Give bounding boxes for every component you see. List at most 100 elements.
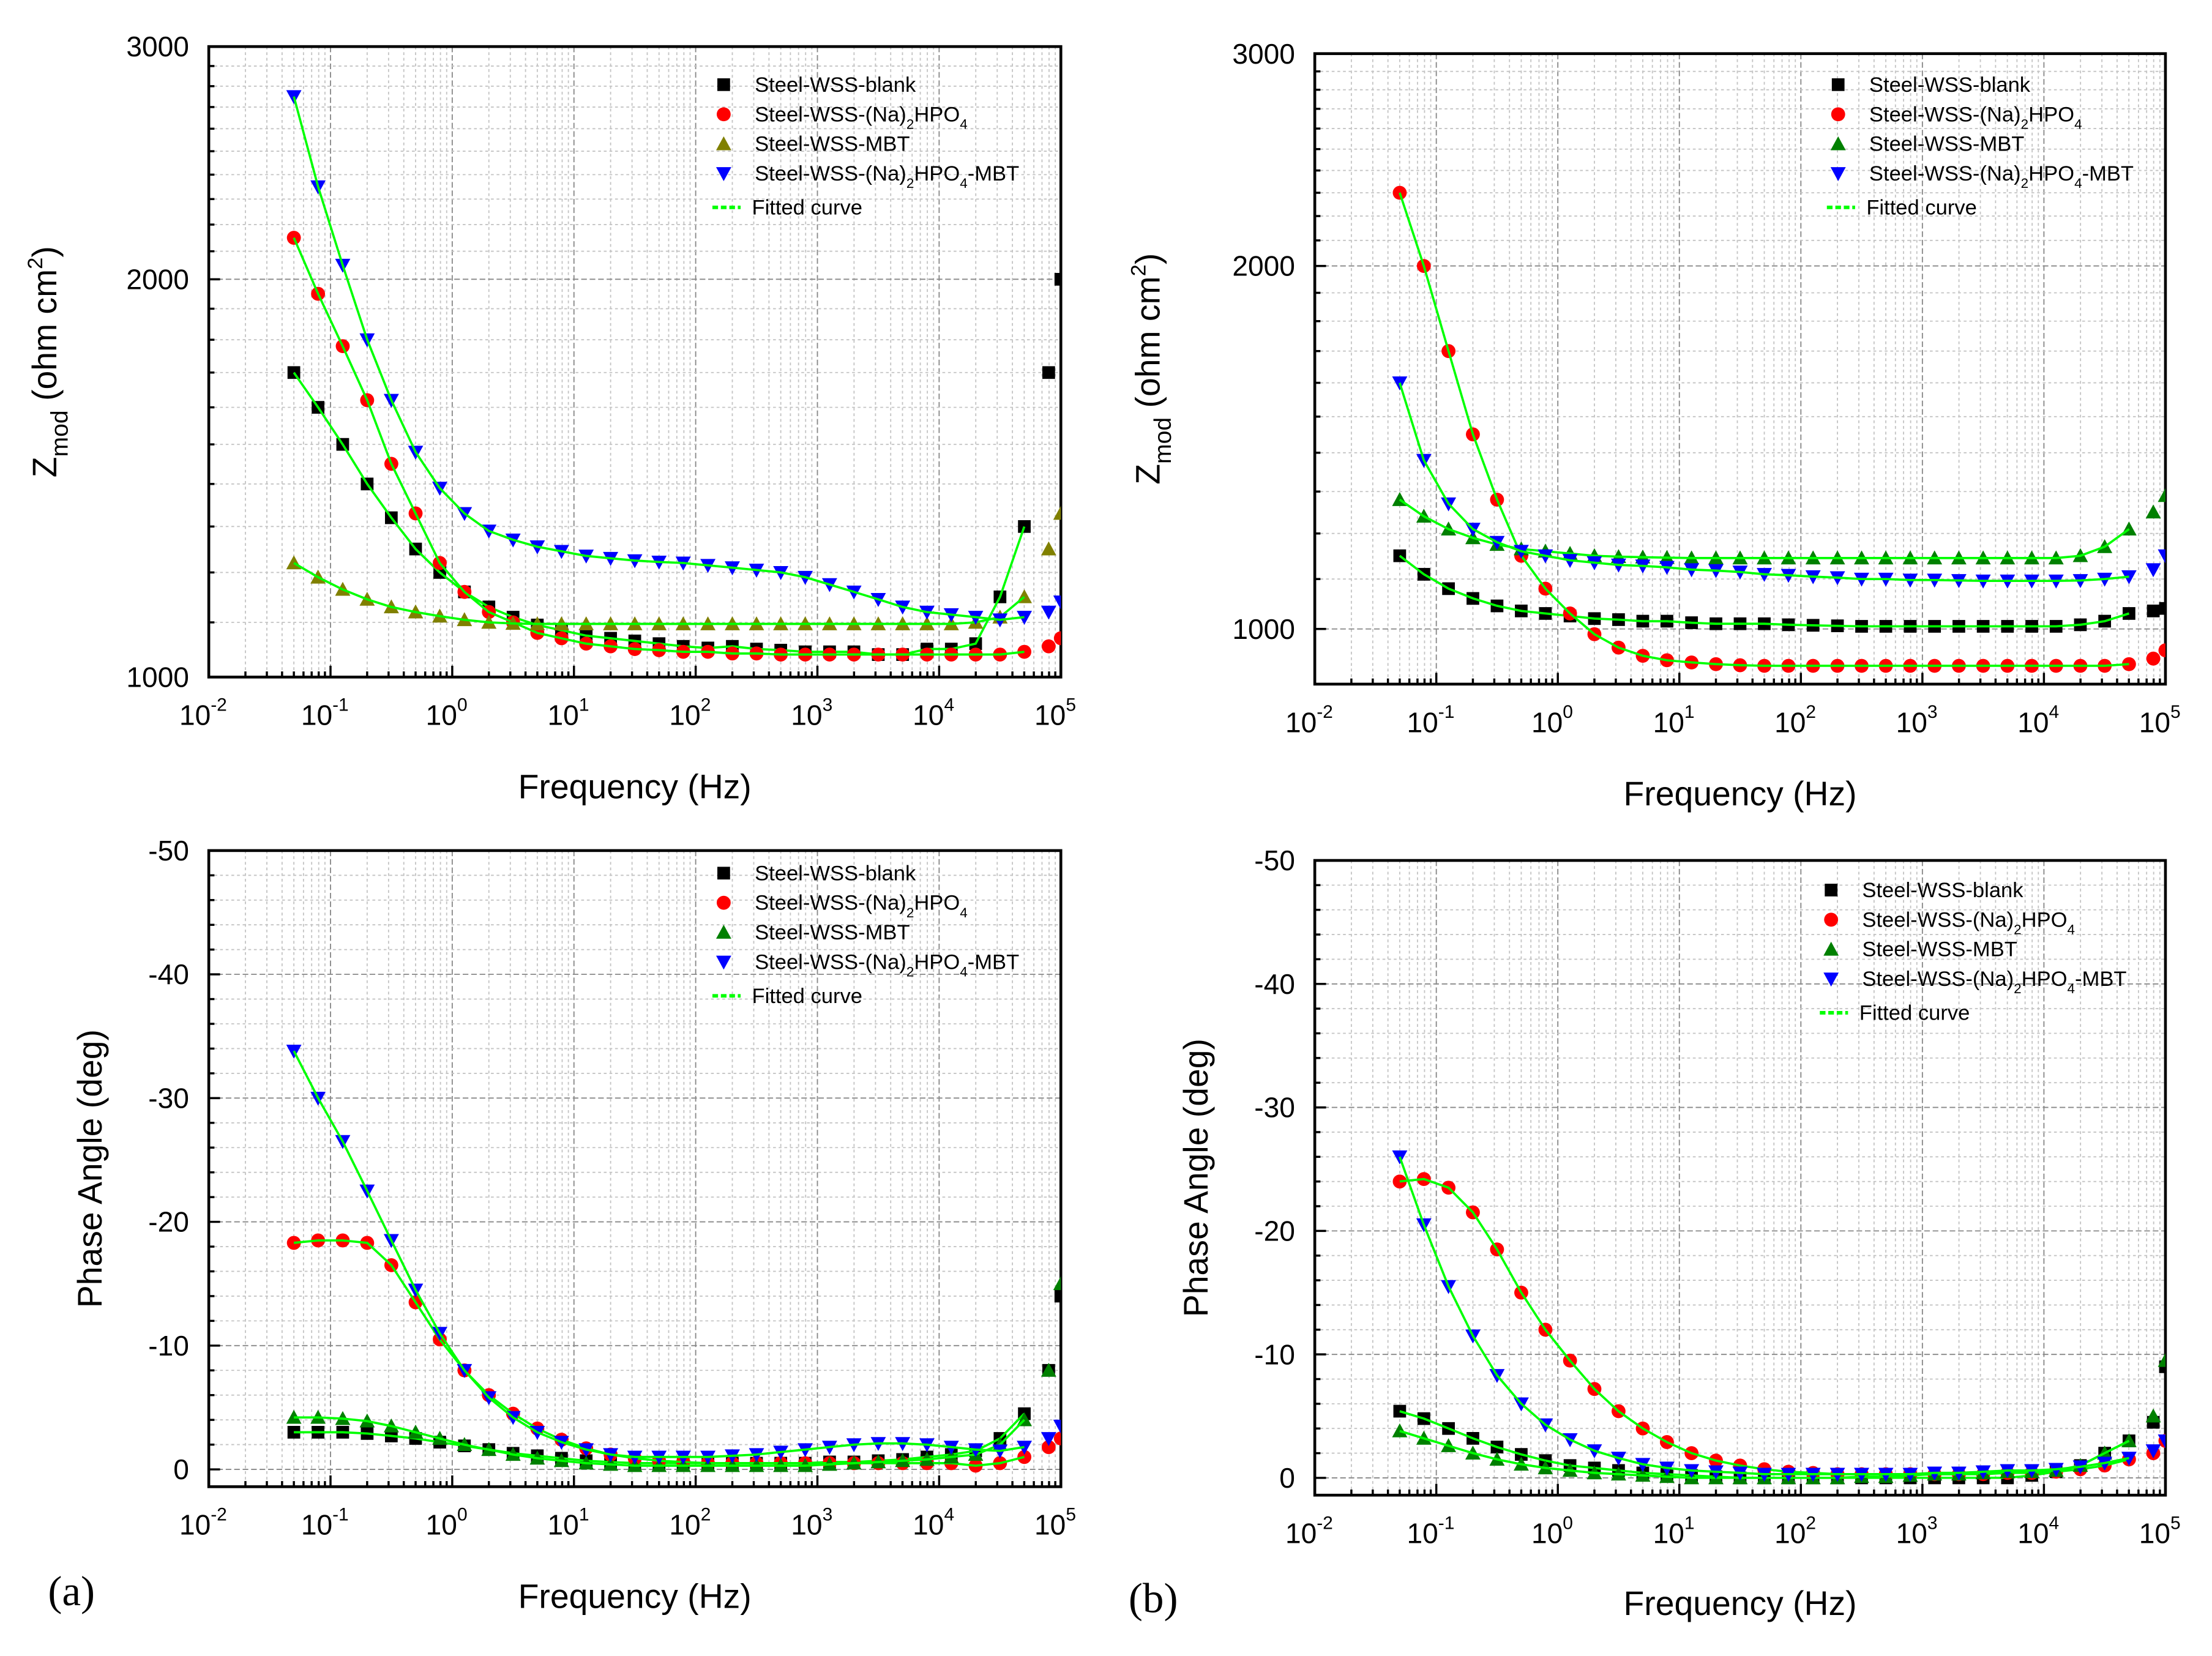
legend-marker (1825, 884, 1838, 897)
x-tick-label: 103 (1896, 1513, 1938, 1550)
figure-label-b: (b) (1129, 1574, 1178, 1621)
marker-circle (2158, 643, 2165, 658)
x-tick-label: 10-2 (1285, 1513, 1333, 1550)
marker-triangle-up (1053, 1276, 1061, 1291)
series-Steel-WSS-MBT (286, 1276, 1061, 1472)
marker-circle (2146, 651, 2161, 666)
x-tick-label: 105 (2139, 702, 2181, 738)
x-tick-label: 101 (548, 695, 589, 731)
y-tick-label: -10 (1254, 1338, 1295, 1370)
legend-marker (1824, 912, 1839, 927)
plot-area (286, 1045, 1061, 1473)
chart-b-impedance: 10-2 10-1 100 101 102 103 104 105 1000 2000 3000 Fr… (1127, 38, 2181, 813)
figure-label-a: (a) (48, 1567, 95, 1614)
grid (1315, 53, 2165, 684)
legend-marker (1823, 972, 1839, 987)
legend-marker (716, 107, 731, 122)
marker-circle (1053, 1431, 1061, 1445)
legend-marker (1830, 167, 1846, 181)
legend: Steel-WSS-blankSteel-WSS-(Na)2HPO4Steel-… (1820, 879, 2127, 1024)
y-axis-title: Zmod (ohm cm2) (24, 246, 73, 477)
x-tick-label: 102 (1774, 1513, 1816, 1550)
x-tick-label: 105 (1034, 1505, 1076, 1541)
marker-triangle-up (2145, 504, 2161, 519)
marker-triangle-down (2145, 1444, 2161, 1458)
y-axis-title: Zmod (ohm cm2) (1127, 253, 1176, 485)
legend-marker (717, 867, 730, 880)
y-tick-label: 2000 (126, 263, 189, 295)
legend-label: Steel-WSS-(Na)2HPO4-MBT (755, 162, 1019, 191)
y-tick-label: -50 (1254, 845, 1295, 876)
marker-triangle-up (2145, 1408, 2161, 1423)
x-tick-label: 103 (1896, 702, 1938, 738)
legend-label-fitted: Fitted curve (1866, 196, 1977, 219)
marker-triangle-up (1053, 505, 1061, 520)
chart-b-phase: 10-2 10-1 100 101 102 103 104 105 0 -10 -20 -30 -40 -… (1177, 845, 2181, 1622)
fitted-curve (293, 562, 1025, 625)
legend-label: Steel-WSS-(Na)2HPO4 (1862, 908, 2075, 937)
x-tick-label: 105 (2139, 1513, 2181, 1550)
x-tick-label: 10-1 (1407, 1513, 1454, 1550)
x-tick-label: 104 (2017, 1513, 2059, 1550)
marker-circle (1041, 639, 1056, 654)
grid (209, 850, 1061, 1487)
legend-marker (1823, 941, 1839, 956)
plot-area (286, 90, 1061, 662)
x-tick-label: 102 (669, 695, 711, 731)
legend-label-fitted: Fitted curve (752, 985, 862, 1008)
x-tick-label: 104 (913, 695, 954, 731)
fitted-curve (1399, 554, 2130, 628)
y-tick-label: -20 (1254, 1215, 1295, 1247)
legend-label: Steel-WSS-MBT (755, 921, 910, 944)
series-Steel-WSS-(Na)2HPO4-MBT (286, 90, 1061, 628)
y-axis-title: Phase Angle (deg) (1177, 1039, 1215, 1317)
x-tick-label: 100 (426, 1505, 468, 1541)
series-Steel-WSS-(Na)2HPO4 (286, 231, 1061, 662)
legend-label: Steel-WSS-MBT (1862, 938, 2017, 961)
y-tick-label: -40 (148, 958, 189, 990)
marker-triangle-down (1041, 1432, 1056, 1446)
marker-circle (1053, 631, 1061, 646)
fitted-curve (293, 237, 1025, 656)
fitted-curve (1399, 1156, 2129, 1475)
legend-marker (716, 167, 731, 181)
plot-frame (1313, 859, 2167, 1497)
legend: Steel-WSS-blankSteel-WSS-(Na)2HPO4Steel-… (712, 862, 1019, 1008)
legend-label-fitted: Fitted curve (1859, 1001, 1970, 1024)
plot-frame (207, 849, 1063, 1488)
x-tick-label: 10-1 (1407, 702, 1454, 738)
marker-triangle-down (2145, 563, 2161, 578)
chart-a-phase: 10-2 10-1 100 101 102 103 104 105 0 -10 -20 -30 -40 -… (71, 835, 1076, 1616)
x-tick-label: 102 (669, 1505, 711, 1541)
plot-frame (207, 45, 1063, 679)
legend-marker (1831, 78, 1845, 91)
x-tick-label: 104 (2017, 702, 2059, 738)
marker-triangle-up (2158, 1352, 2165, 1367)
legend-label: Steel-WSS-(Na)2HPO4-MBT (1862, 968, 2126, 996)
y-tick-label: 1000 (1232, 613, 1295, 645)
legend-label: Steel-WSS-(Na)2HPO4-MBT (755, 950, 1019, 979)
y-tick-label: -20 (148, 1206, 189, 1238)
y-tick-label: 0 (173, 1453, 189, 1485)
x-tick-label: 101 (1653, 702, 1695, 738)
marker-triangle-up (1392, 1423, 1408, 1438)
legend-label: Steel-WSS-(Na)2HPO4-MBT (1869, 162, 2134, 191)
plot-area (1392, 185, 2165, 673)
y-tick-label: -10 (148, 1330, 189, 1362)
legend-label: Steel-WSS-MBT (755, 133, 910, 156)
legend-label: Steel-WSS-blank (755, 862, 916, 885)
legend-label: Steel-WSS-(Na)2HPO4 (755, 103, 968, 132)
legend-marker (716, 895, 731, 910)
x-tick-label: 105 (1034, 695, 1076, 731)
legend-label: Steel-WSS-(Na)2HPO4 (755, 892, 968, 920)
marker-square (1054, 272, 1061, 286)
legend-marker (716, 136, 731, 151)
marker-square (2159, 602, 2165, 615)
x-tick-label: 10-1 (301, 1505, 349, 1541)
chart-a-impedance: 10-2 10-1 100 101 102 103 104 105 1000 2000 3000 Fr… (24, 31, 1076, 805)
legend-label: Steel-WSS-blank (1862, 879, 2023, 902)
fitted-curve (293, 1050, 1025, 1458)
marker-circle (1017, 644, 1031, 659)
x-tick-label: 100 (1531, 702, 1573, 738)
plot-area (1392, 1150, 2165, 1485)
